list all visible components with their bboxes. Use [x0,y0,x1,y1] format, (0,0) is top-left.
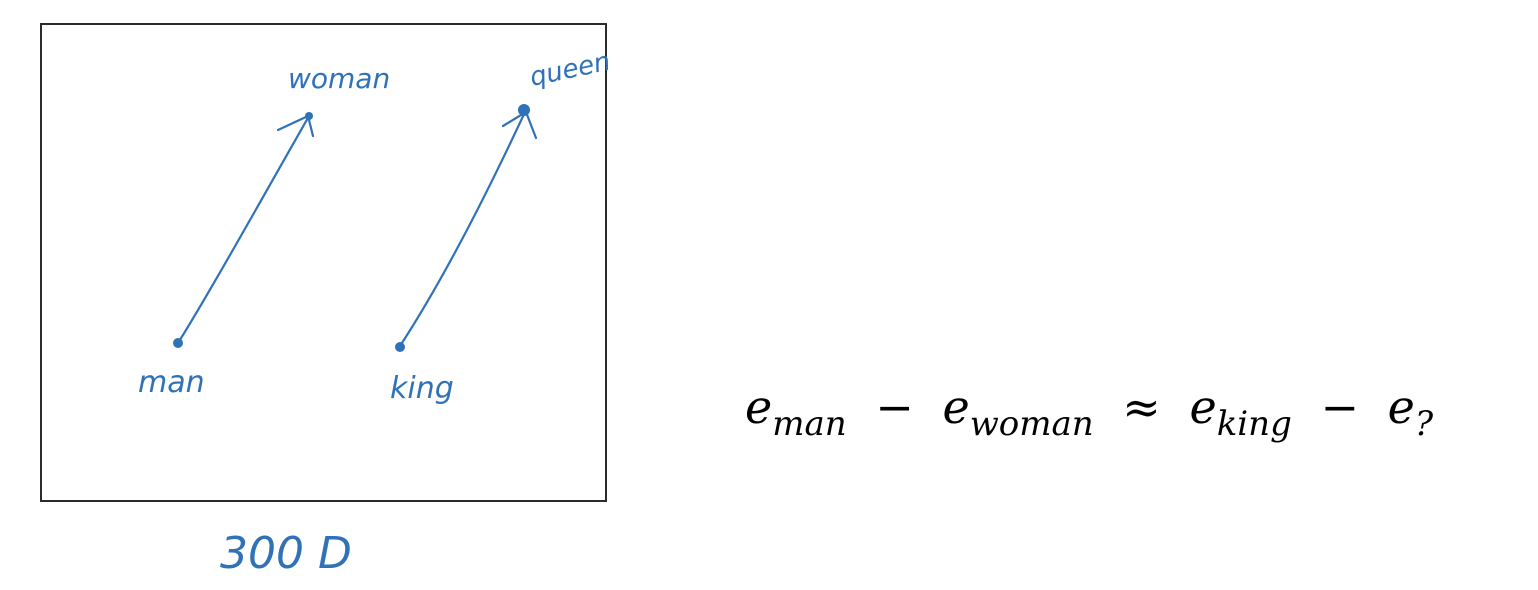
embedding-space-box [40,23,607,502]
equation-subscript-woman: woman [969,404,1094,444]
equation-minus-1: − [875,380,914,434]
equation-term-e1: e [745,380,773,434]
equation-minus-2: − [1320,380,1360,434]
point-king [395,342,405,352]
equation-term-e2: e [942,380,970,434]
label-woman: woman [288,62,390,95]
point-woman [305,112,313,120]
label-queen: queen [527,47,613,93]
point-man [173,338,183,348]
label-man: man [138,365,205,400]
arrow-man-to-woman [176,114,315,345]
label-king: king [390,371,454,406]
equation-term-e3: e [1189,380,1217,434]
point-queen [518,104,530,116]
label-dimension: 300 D [220,528,352,579]
equation-subscript-unknown: ? [1414,404,1434,444]
equation-term-e4: e [1387,380,1415,434]
equation-subscript-man: man [772,404,847,444]
arrow-king-to-queen [398,110,538,348]
equation-subscript-king: king [1216,404,1292,444]
analogy-equation: eman − ewoman ≈ eking − e? [745,372,1505,442]
equation-approx: ≈ [1122,380,1161,434]
